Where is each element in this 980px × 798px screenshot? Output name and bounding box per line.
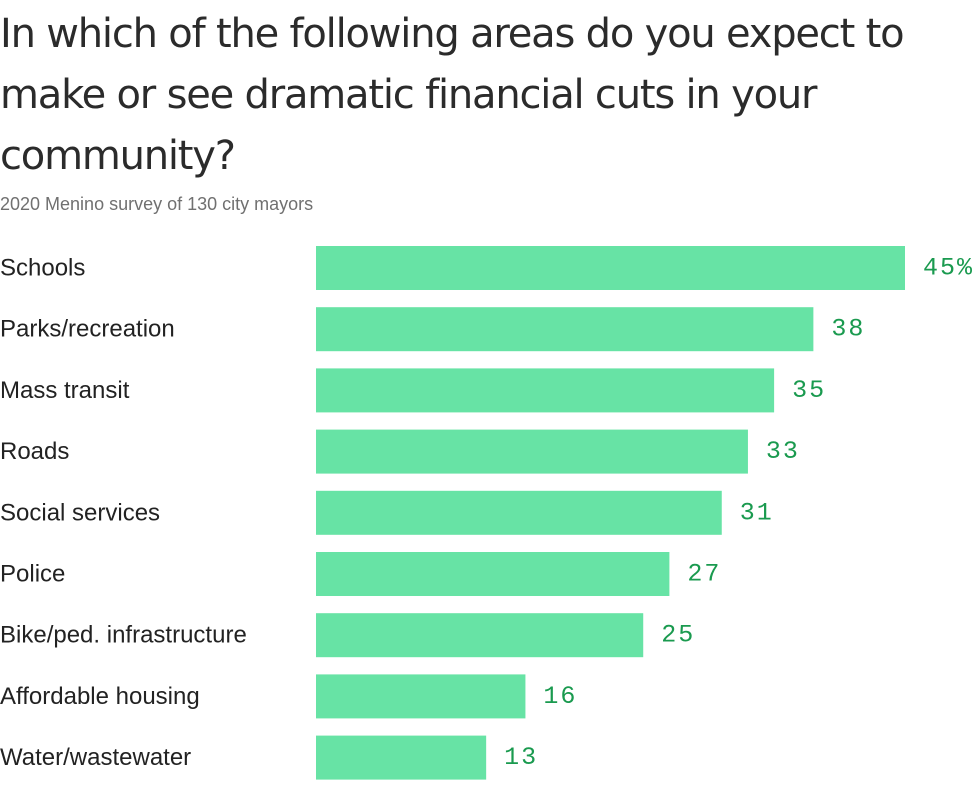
- category-label: Affordable housing: [0, 683, 200, 710]
- bar: [316, 674, 526, 719]
- bar: [316, 490, 722, 535]
- value-label: 33: [766, 437, 800, 466]
- bar: [316, 552, 670, 596]
- category-label: Water/wastewater: [0, 744, 191, 771]
- bar: [316, 307, 814, 352]
- bar: [316, 368, 775, 413]
- value-label: 31: [740, 498, 774, 527]
- value-label: 35: [792, 376, 826, 405]
- value-label: 38: [831, 315, 865, 344]
- bar: [316, 429, 748, 474]
- bar: [316, 613, 644, 658]
- bar: [316, 735, 487, 780]
- chart-title: In which of the following areas do you e…: [0, 11, 905, 179]
- category-label: Parks/recreation: [0, 316, 175, 343]
- category-label: Social services: [0, 499, 160, 526]
- bar: [316, 246, 905, 290]
- chart-subtitle: 2020 Menino survey of 130 city mayors: [0, 194, 314, 214]
- category-label: Police: [0, 561, 65, 588]
- bar-chart: Schools 45% Parks/recreation 38 Mass transit…: [0, 246, 974, 780]
- category-label: Roads: [0, 438, 69, 465]
- category-label: Bike/ped. infrastructure: [0, 622, 247, 649]
- value-label: 25: [661, 621, 695, 650]
- value-label: 16: [543, 682, 577, 711]
- value-label: 13: [504, 743, 538, 772]
- value-label: 27: [687, 560, 721, 589]
- category-label: Mass transit: [0, 377, 130, 404]
- value-label: 45%: [923, 254, 974, 283]
- category-label: Schools: [0, 255, 85, 282]
